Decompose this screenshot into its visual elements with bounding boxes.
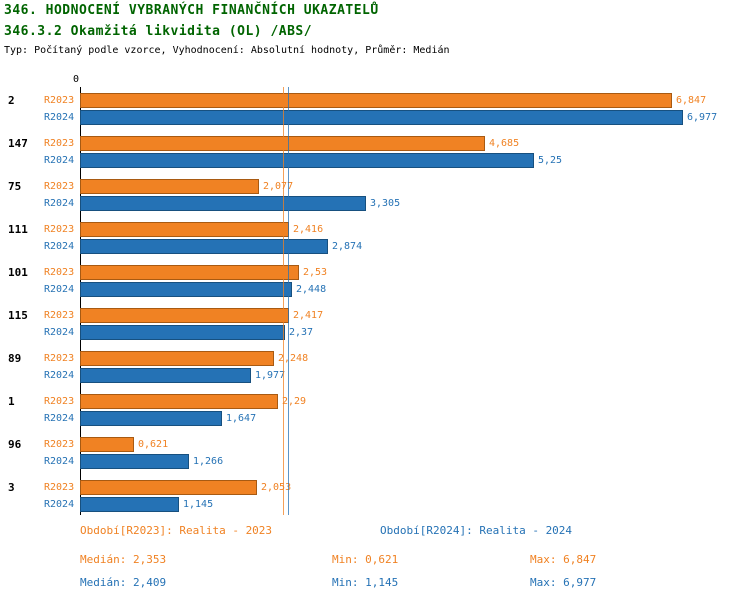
series-row-label-R2024-2: R2024: [44, 112, 75, 123]
bar-r2024-cat-2: [80, 110, 683, 125]
x-axis-zero-tick: 0: [73, 74, 80, 85]
series-row-label-R2024-1: R2024: [44, 413, 75, 424]
bar-r2023-cat-3: [80, 480, 257, 495]
bar-r2023-cat-1: [80, 394, 278, 409]
bar-r2024-cat-115: [80, 325, 285, 340]
category-label-101: 101: [8, 266, 28, 279]
category-label-111: 111: [8, 223, 28, 236]
bar-r2023-cat-75: [80, 179, 259, 194]
bar-r2024-cat-1: [80, 411, 222, 426]
bar-r2023-cat-147: [80, 136, 485, 151]
value-label-r2024-cat-147: 5,25: [538, 155, 563, 166]
series-row-label-R2024-147: R2024: [44, 155, 75, 166]
value-label-r2023-cat-147: 4,685: [489, 138, 520, 149]
series-row-label-R2024-3: R2024: [44, 499, 75, 510]
bar-r2023-cat-2: [80, 93, 672, 108]
category-label-75: 75: [8, 180, 22, 193]
chart-meta-line: Typ: Počítaný podle vzorce, Vyhodnocení:…: [4, 45, 450, 56]
series-row-label-R2024-89: R2024: [44, 370, 75, 381]
bar-r2024-cat-101: [80, 282, 292, 297]
value-label-r2023-cat-101: 2,53: [303, 267, 328, 278]
bar-r2023-cat-111: [80, 222, 289, 237]
value-label-r2024-cat-1: 1,647: [226, 413, 257, 424]
value-label-r2024-cat-115: 2,37: [289, 327, 314, 338]
series-row-label-R2024-101: R2024: [44, 284, 75, 295]
bar-r2024-cat-96: [80, 454, 189, 469]
series-row-label-R2024-75: R2024: [44, 198, 75, 209]
value-label-r2023-cat-111: 2,416: [293, 224, 324, 235]
stat-max-2024: Max: 6,977: [530, 576, 597, 589]
page-title: 346. HODNOCENÍ VYBRANÝCH FINANČNÍCH UKAZ…: [4, 3, 379, 18]
series-row-label-R2023-147: R2023: [44, 138, 75, 149]
value-label-r2023-cat-2: 6,847: [676, 95, 707, 106]
series-row-label-R2023-111: R2023: [44, 224, 75, 235]
value-label-r2024-cat-75: 3,305: [370, 198, 401, 209]
category-label-89: 89: [8, 352, 22, 365]
bar-r2023-cat-115: [80, 308, 289, 323]
median-line-r2023: [283, 87, 284, 515]
value-label-r2024-cat-111: 2,874: [332, 241, 363, 252]
legend-series-2023: Období[R2023]: Realita - 2023: [80, 524, 273, 537]
stat-max-2023: Max: 6,847: [530, 553, 597, 566]
series-row-label-R2023-115: R2023: [44, 310, 75, 321]
bar-r2024-cat-75: [80, 196, 366, 211]
series-row-label-R2024-96: R2024: [44, 456, 75, 467]
value-label-r2023-cat-96: 0,621: [138, 439, 169, 450]
stat-min-2024: Min: 1,145: [332, 576, 399, 589]
y-axis-line: [80, 87, 81, 515]
series-row-label-R2023-2: R2023: [44, 95, 75, 106]
legend-series-2024: Období[R2024]: Realita - 2024: [380, 524, 573, 537]
series-row-label-R2023-75: R2023: [44, 181, 75, 192]
series-row-label-R2023-89: R2023: [44, 353, 75, 364]
value-label-r2023-cat-89: 2,248: [278, 353, 309, 364]
value-label-r2023-cat-75: 2,077: [263, 181, 294, 192]
value-label-r2023-cat-3: 2,053: [261, 482, 292, 493]
stat-median-2023: Medián: 2,353: [80, 553, 167, 566]
series-row-label-R2023-3: R2023: [44, 482, 75, 493]
stat-median-2024: Medián: 2,409: [80, 576, 167, 589]
category-label-1: 1: [8, 395, 15, 408]
chart-subtitle: 346.3.2 Okamžitá likvidita (OL) /ABS/: [4, 24, 313, 39]
series-row-label-R2023-96: R2023: [44, 439, 75, 450]
bar-r2023-cat-101: [80, 265, 299, 280]
category-label-96: 96: [8, 438, 22, 451]
bar-r2024-cat-3: [80, 497, 179, 512]
value-label-r2023-cat-115: 2,417: [293, 310, 324, 321]
value-label-r2024-cat-101: 2,448: [296, 284, 327, 295]
series-row-label-R2023-101: R2023: [44, 267, 75, 278]
bar-r2024-cat-111: [80, 239, 328, 254]
category-label-147: 147: [8, 137, 28, 150]
series-row-label-R2023-1: R2023: [44, 396, 75, 407]
value-label-r2024-cat-89: 1,977: [255, 370, 286, 381]
category-label-3: 3: [8, 481, 15, 494]
value-label-r2024-cat-2: 6,977: [687, 112, 718, 123]
value-label-r2024-cat-96: 1,266: [193, 456, 224, 467]
stat-min-2023: Min: 0,621: [332, 553, 399, 566]
series-row-label-R2024-111: R2024: [44, 241, 75, 252]
category-label-2: 2: [8, 94, 15, 107]
median-line-r2024: [288, 87, 289, 515]
bar-r2023-cat-96: [80, 437, 134, 452]
value-label-r2024-cat-3: 1,145: [183, 499, 214, 510]
value-label-r2023-cat-1: 2,29: [282, 396, 307, 407]
category-label-115: 115: [8, 309, 28, 322]
bar-r2024-cat-147: [80, 153, 534, 168]
bar-r2023-cat-89: [80, 351, 274, 366]
series-row-label-R2024-115: R2024: [44, 327, 75, 338]
bar-r2024-cat-89: [80, 368, 251, 383]
